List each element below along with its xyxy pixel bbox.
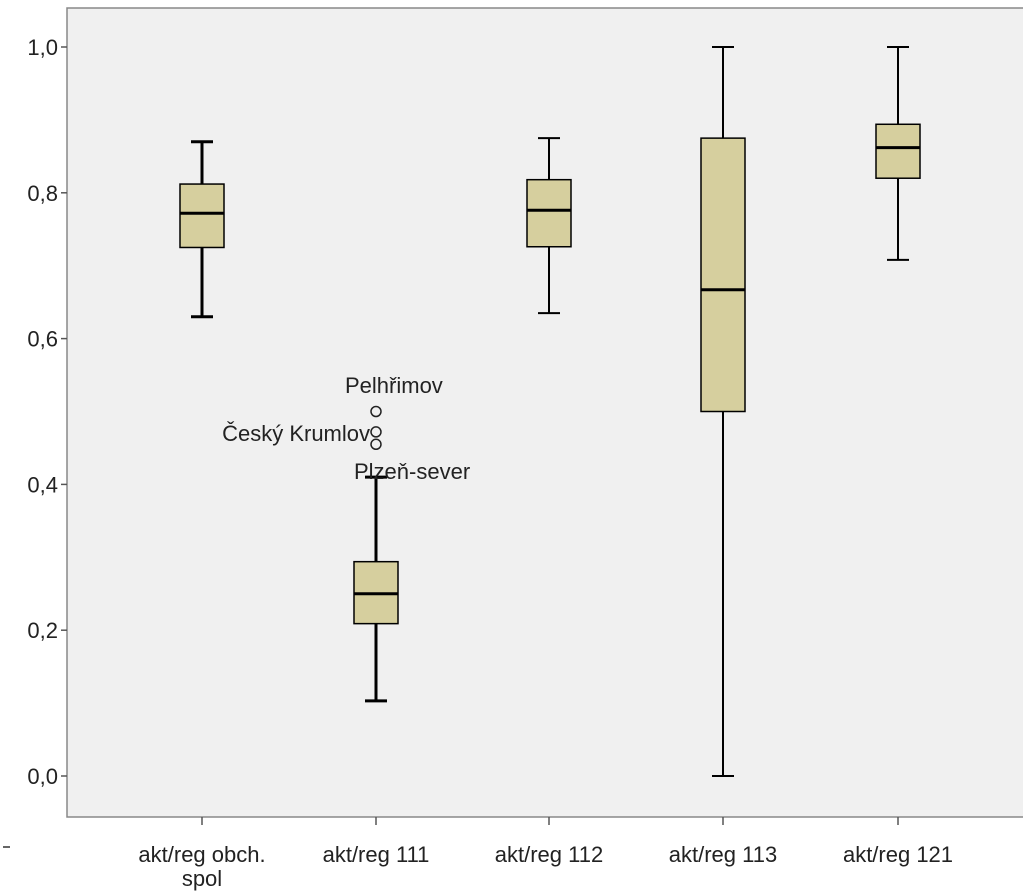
y-axis: 0,0 0,2 0,4 0,6 0,8 1,0 (3, 35, 67, 848)
outlier-label: Pelhřimov (345, 373, 443, 398)
x-category-label: akt/reg 121 (843, 842, 953, 867)
iqr-box (875, 123, 921, 179)
outlier-label: Český Krumlov (222, 421, 370, 446)
x-axis: akt/reg obch.spol akt/reg 111 akt/reg 112 a… (138, 817, 953, 891)
y-tick-label: 0,6 (27, 327, 58, 352)
y-tick-label: 0,8 (27, 181, 58, 206)
outlier-point (370, 405, 382, 418)
iqr-box (179, 183, 225, 249)
x-category-label: akt/reg 111 (323, 842, 430, 867)
x-category-label: akt/reg obch. (138, 842, 265, 867)
iqr-box (526, 178, 572, 248)
y-tick-label: 1,0 (27, 35, 58, 60)
y-tick-label: 0,0 (27, 764, 58, 789)
x-category-label: akt/reg 113 (669, 842, 777, 867)
outlier-point (370, 438, 382, 451)
outlier-label: Plzeň-sever (354, 459, 470, 484)
x-category-label: akt/reg 112 (495, 842, 603, 867)
boxes-group (179, 46, 921, 777)
x-category-label: spol (182, 866, 222, 891)
y-tick-label: 0,4 (27, 472, 58, 497)
plot-area (66, 7, 1023, 818)
outlier-point (370, 426, 382, 438)
iqr-box (700, 137, 746, 413)
outliers-group: Pelhřimov Český Krumlov Plzeň-sever (222, 373, 470, 484)
y-tick-label: 0,2 (27, 618, 58, 643)
